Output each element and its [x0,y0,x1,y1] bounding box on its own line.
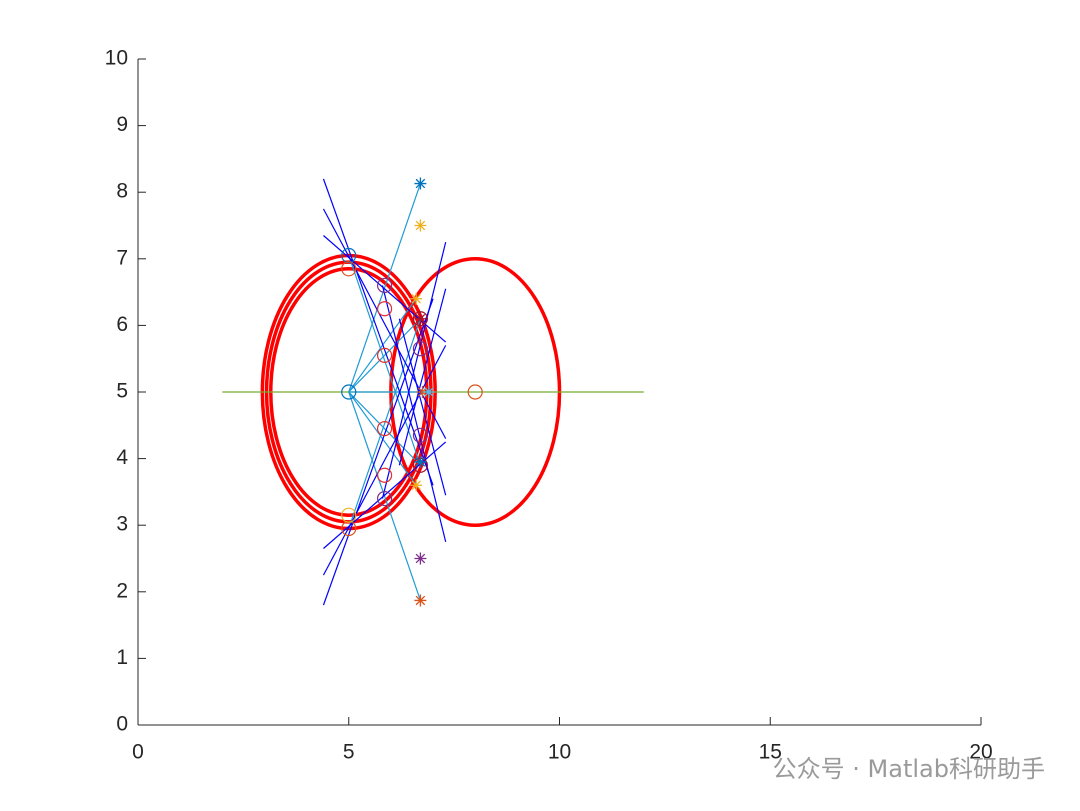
x-tick-label: 0 [132,741,144,764]
star-marker [410,292,423,305]
y-tick-label: 0 [116,713,128,736]
circle-marker [341,520,357,537]
line-segment [381,242,447,499]
line-segment [322,298,434,606]
circle-marker [376,421,393,437]
circle-marker [376,277,393,294]
circle-marker [341,507,357,523]
x-tick-label: 5 [343,741,355,764]
y-tick-label: 8 [116,180,128,203]
y-tick-label: 5 [116,380,128,403]
y-tick-label: 7 [116,246,128,269]
circle-marker [376,301,393,317]
circle-marker [341,247,357,264]
circle-marker [412,427,429,443]
circle-marker [412,341,429,357]
star-marker [416,386,429,398]
y-tick-label: 9 [116,113,128,136]
y-tick-label: 2 [116,579,128,602]
line-segment [322,178,434,486]
line-segment [398,288,447,466]
y-tick-label: 6 [116,313,128,336]
star-marker [414,455,427,468]
y-tick-label: 1 [116,646,128,669]
circle-marker [467,384,483,400]
watermark: 公众号 · Matlab科研助手 [773,755,1045,783]
line-segment [348,318,421,393]
line-segment [348,391,421,466]
y-tick-label: 4 [116,446,128,469]
circle-marker [376,347,393,363]
line-segment [348,391,421,601]
star-marker [414,594,427,607]
line-segment [398,318,447,496]
star-marker [414,312,427,325]
line-segment [322,208,447,439]
line-segment [322,345,447,576]
x-tick-label: 15 [759,741,782,764]
x-tick-label: 20 [969,741,992,764]
y-tick-label: 3 [116,513,128,536]
circle-marker [412,311,429,327]
circle-marker [376,467,393,483]
circle-marker [341,384,357,400]
star-marker [422,386,435,398]
x-tick-label: 10 [548,741,571,764]
circle-marker [376,490,393,507]
line-segment [348,183,421,393]
star-marker [414,177,427,190]
star-marker [414,219,427,232]
circle-marker [341,261,357,277]
star-marker [410,479,423,492]
line-segment [381,285,447,542]
star-marker [414,552,427,565]
y-tick-label: 10 [105,47,128,70]
